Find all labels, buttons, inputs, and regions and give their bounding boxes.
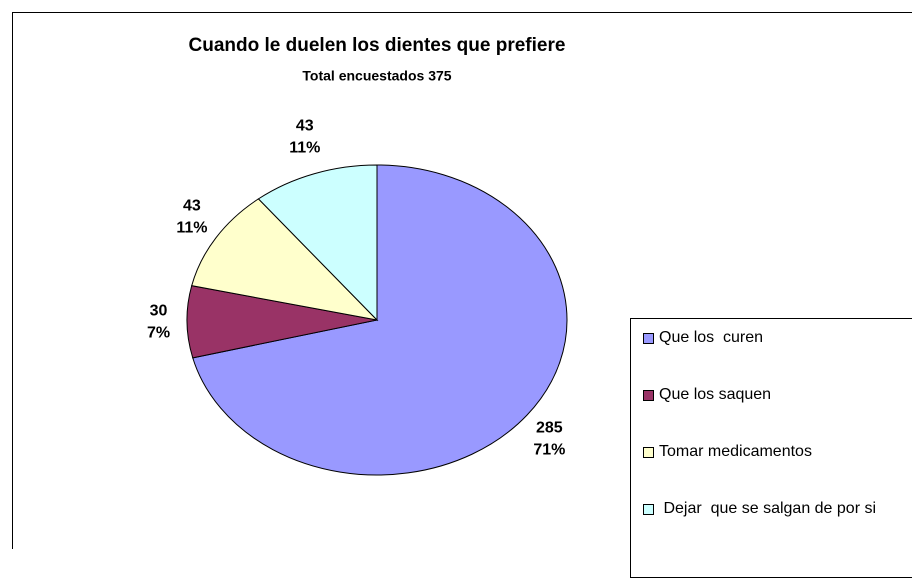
chart-subtitle: Total encuestados 375 bbox=[302, 68, 451, 84]
legend-swatch bbox=[643, 504, 654, 515]
percent-label: 7% bbox=[147, 324, 170, 341]
legend-label: Que los saquen bbox=[659, 386, 771, 403]
legend-item: Que los saquen bbox=[643, 386, 912, 443]
legend: Que los curen Que los saquen Tomar medicam… bbox=[630, 318, 912, 578]
legend-swatch bbox=[643, 390, 654, 401]
legend-item: Que los curen bbox=[643, 329, 912, 386]
percent-label: 11% bbox=[289, 139, 320, 156]
value-label: 285 bbox=[536, 419, 563, 436]
legend-item: Dejar que se salgan de por si bbox=[643, 500, 912, 557]
legend-swatch bbox=[643, 333, 654, 344]
value-label: 30 bbox=[150, 302, 168, 319]
legend-label: Tomar medicamentos bbox=[659, 443, 812, 460]
legend-item: Tomar medicamentos bbox=[643, 443, 912, 500]
percent-label: 11% bbox=[176, 219, 207, 236]
page: Cuando le duelen los dientes que prefier… bbox=[0, 0, 912, 549]
legend-label: Dejar que se salgan de por si bbox=[659, 500, 876, 517]
pie bbox=[187, 165, 567, 475]
legend-swatch bbox=[643, 447, 654, 458]
legend-label: Que los curen bbox=[659, 329, 763, 346]
value-label: 43 bbox=[296, 117, 314, 134]
percent-label: 71% bbox=[533, 441, 565, 458]
value-label: 43 bbox=[183, 197, 201, 214]
chart-title: Cuando le duelen los dientes que prefier… bbox=[189, 35, 566, 56]
